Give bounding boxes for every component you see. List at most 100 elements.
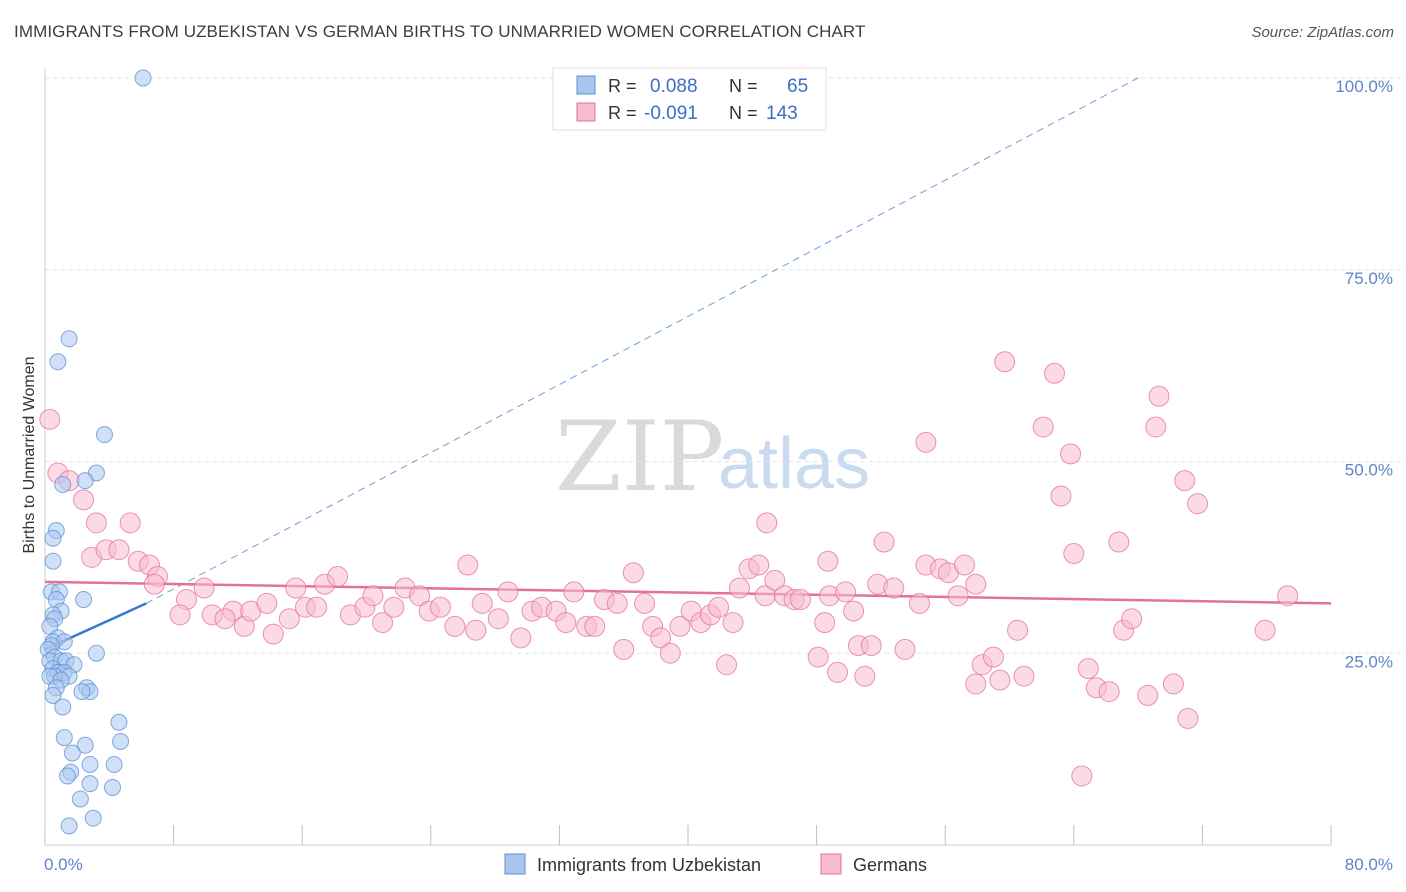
point-germans-79 bbox=[817, 550, 839, 572]
point-germans-107 bbox=[1050, 485, 1072, 507]
stats-n-value-2: 143 bbox=[766, 103, 798, 124]
point-germans-33 bbox=[383, 596, 405, 618]
point-germans-116 bbox=[1121, 608, 1143, 630]
point-germans-60 bbox=[669, 615, 691, 637]
y-tick-label-2: 50.0% bbox=[1345, 461, 1393, 480]
point-germans-71 bbox=[756, 512, 778, 534]
point-germans-90 bbox=[908, 592, 930, 614]
point-germans-58 bbox=[650, 627, 672, 649]
point-uzbekistan-2 bbox=[49, 353, 67, 371]
point-germans-113 bbox=[1098, 681, 1120, 703]
point-germans-81 bbox=[835, 581, 857, 603]
point-uzbekistan-6 bbox=[76, 472, 94, 490]
stats-r-label-2: R = bbox=[608, 103, 637, 123]
watermark-zip: ZIP bbox=[555, 401, 724, 513]
point-uzbekistan-46 bbox=[63, 744, 81, 762]
point-uzbekistan-51 bbox=[81, 775, 99, 793]
point-germans-64 bbox=[708, 596, 730, 618]
point-germans-114 bbox=[1108, 531, 1130, 553]
point-germans-111 bbox=[1077, 658, 1099, 680]
legend-swatch-uzbekistan bbox=[504, 853, 526, 875]
point-germans-56 bbox=[634, 592, 656, 614]
point-germans-41 bbox=[471, 592, 493, 614]
point-uzbekistan-55 bbox=[60, 817, 78, 835]
point-uzbekistan-13 bbox=[75, 591, 93, 609]
point-germans-122 bbox=[1177, 707, 1199, 729]
point-uzbekistan-1 bbox=[60, 330, 78, 348]
point-germans-109 bbox=[1063, 543, 1085, 565]
point-germans-118 bbox=[1145, 416, 1167, 438]
stats-r-value-2: -0.091 bbox=[644, 103, 698, 124]
point-germans-82 bbox=[843, 600, 865, 622]
point-germans-75 bbox=[790, 589, 812, 611]
point-germans-87 bbox=[873, 531, 895, 553]
point-uzbekistan-47 bbox=[81, 755, 99, 773]
point-germans-24 bbox=[285, 577, 307, 599]
point-germans-15 bbox=[169, 604, 191, 626]
point-germans-85 bbox=[860, 635, 882, 657]
point-germans-100 bbox=[982, 646, 1004, 668]
point-uzbekistan-48 bbox=[105, 755, 123, 773]
point-germans-72 bbox=[764, 569, 786, 591]
point-uzbekistan-42 bbox=[110, 713, 128, 731]
point-germans-44 bbox=[510, 627, 532, 649]
point-germans-37 bbox=[429, 596, 451, 618]
point-germans-42 bbox=[487, 608, 509, 630]
trend-line-germans bbox=[44, 580, 1332, 605]
point-uzbekistan-44 bbox=[112, 732, 130, 750]
stats-legend-swatch-uzbekistan bbox=[576, 75, 596, 95]
point-germans-54 bbox=[613, 638, 635, 660]
point-uzbekistan-53 bbox=[71, 790, 89, 808]
point-germans-5 bbox=[119, 512, 141, 534]
point-germans-39 bbox=[457, 554, 479, 576]
trend-lines bbox=[44, 77, 1332, 651]
stats-legend: R = 0.088 N = 65 R = -0.091 N = 143 bbox=[552, 67, 827, 131]
point-germans-3 bbox=[73, 489, 95, 511]
data-points bbox=[39, 69, 1299, 835]
axes bbox=[44, 68, 1332, 846]
point-germans-98 bbox=[965, 673, 987, 695]
legend-label-uzbekistan: Immigrants from Uzbekistan bbox=[537, 855, 761, 875]
point-germans-123 bbox=[1187, 493, 1209, 515]
point-germans-92 bbox=[915, 431, 937, 453]
point-germans-13 bbox=[193, 577, 215, 599]
point-germans-48 bbox=[555, 612, 577, 634]
point-germans-108 bbox=[1060, 443, 1082, 465]
point-germans-19 bbox=[214, 608, 236, 630]
point-germans-84 bbox=[854, 665, 876, 687]
point-uzbekistan-45 bbox=[76, 736, 94, 754]
legend-swatch-germans bbox=[820, 853, 842, 875]
point-germans-105 bbox=[1032, 416, 1054, 438]
x-tick-label-1: 80.0% bbox=[1345, 855, 1393, 874]
stats-legend-swatch-germans bbox=[576, 102, 596, 122]
point-uzbekistan-3 bbox=[95, 426, 113, 444]
y-tick-label-1: 75.0% bbox=[1345, 269, 1393, 288]
point-germans-59 bbox=[659, 642, 681, 664]
trend-line-uzbekistan-extended bbox=[146, 77, 1139, 604]
point-uzbekistan-41 bbox=[54, 698, 72, 716]
point-germans-95 bbox=[947, 585, 969, 607]
point-germans-51 bbox=[584, 615, 606, 637]
point-germans-104 bbox=[1013, 665, 1035, 687]
x-tick-labels: 0.0% 80.0% bbox=[44, 855, 1393, 874]
point-germans-101 bbox=[989, 669, 1011, 691]
point-germans-80 bbox=[826, 661, 848, 683]
point-germans-119 bbox=[1148, 385, 1170, 407]
y-tick-label-0: 100.0% bbox=[1335, 77, 1393, 96]
point-germans-0 bbox=[39, 408, 61, 430]
point-germans-110 bbox=[1071, 765, 1093, 787]
point-germans-117 bbox=[1137, 684, 1159, 706]
stats-r-value-1: 0.088 bbox=[650, 76, 698, 97]
point-germans-97 bbox=[965, 573, 987, 595]
point-uzbekistan-5 bbox=[54, 476, 72, 494]
point-germans-103 bbox=[1007, 619, 1029, 641]
point-uzbekistan-54 bbox=[84, 809, 102, 827]
point-germans-26 bbox=[306, 596, 328, 618]
x-tick-label-0: 0.0% bbox=[44, 855, 83, 874]
point-germans-8 bbox=[108, 539, 130, 561]
source-label: Source: ZipAtlas.com bbox=[1251, 24, 1394, 41]
point-uzbekistan-40 bbox=[44, 686, 62, 704]
point-uzbekistan-0 bbox=[134, 69, 152, 87]
point-germans-124 bbox=[1254, 619, 1276, 641]
